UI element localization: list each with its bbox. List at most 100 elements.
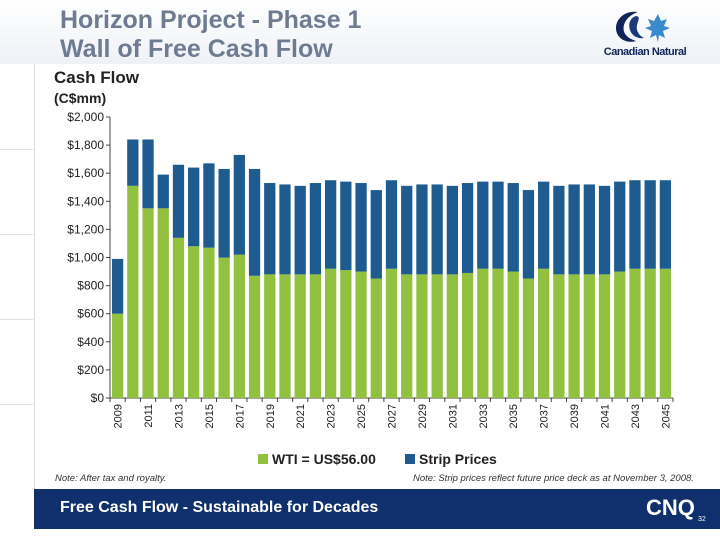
bar-wti-2038 [553, 274, 565, 398]
x-tick-label-2017: 2017 [234, 404, 246, 428]
company-logo: Canadian Natural [586, 8, 704, 60]
bar-strip-2021 [294, 185, 306, 275]
x-tick-label-2037: 2037 [539, 404, 551, 428]
x-tick-label-2023: 2023 [326, 404, 338, 428]
y-tick-label: $2,000 [67, 110, 104, 124]
y-tick-label: $1,200 [67, 222, 104, 236]
x-tick-label-2013: 2013 [173, 404, 185, 428]
x-tick-label-2045: 2045 [660, 404, 672, 428]
y-tick-label: $1,600 [67, 166, 104, 180]
bottom-strip [0, 529, 720, 540]
bar-strip-2025 [355, 183, 367, 272]
bar-strip-2032 [461, 183, 474, 273]
bar-wti-2014 [188, 246, 200, 398]
x-tick-label-2043: 2043 [630, 404, 642, 428]
bar-strip-2023 [325, 180, 337, 269]
bar-wti-2031 [446, 274, 458, 398]
bar-strip-2027 [385, 180, 398, 269]
bar-wti-2028 [401, 274, 413, 398]
bar-wti-2041 [598, 274, 611, 398]
bar-wti-2023 [325, 268, 337, 398]
bar-wti-2012 [157, 208, 169, 398]
bar-wti-2035 [507, 271, 519, 398]
bar-strip-2011 [142, 139, 154, 209]
bar-strip-2024 [340, 181, 352, 271]
bar-wti-2036 [522, 278, 535, 398]
bar-wti-2025 [355, 271, 367, 398]
bar-wti-2018 [248, 275, 261, 398]
bar-strip-2015 [203, 163, 215, 248]
slide-title-line1: Horizon Project - Phase 1 [60, 6, 362, 34]
bar-strip-2036 [522, 190, 535, 279]
bar-wti-2009 [111, 313, 124, 398]
bar-strip-2012 [157, 174, 169, 209]
sidebar-block [0, 234, 33, 320]
note-strip-prices: Note: Strip prices reflect future price … [413, 473, 694, 484]
chart-title: Cash Flow [54, 68, 140, 87]
maple-leaf-logo-icon [616, 11, 670, 42]
y-tick-label: $1,000 [67, 251, 104, 265]
bar-strip-2014 [188, 167, 200, 247]
sidebar-block [0, 64, 33, 150]
bar-wti-2037 [538, 268, 550, 398]
bar-wti-2027 [385, 268, 398, 398]
bar-wti-2024 [340, 270, 352, 398]
bar-wti-2043 [629, 268, 641, 398]
x-tick-label-2021: 2021 [295, 404, 307, 428]
bar-strip-2043 [629, 180, 641, 269]
bar-strip-2020 [279, 184, 291, 275]
sidebar-block [0, 149, 33, 235]
page-number: 32 [698, 516, 706, 523]
bar-wti-2039 [568, 274, 580, 398]
bar-strip-2034 [492, 181, 504, 269]
x-tick-label-2019: 2019 [265, 404, 277, 428]
y-tick-label: $1,400 [67, 194, 104, 208]
cash-flow-chart: $0 $200 $400 $600 $800 $1,000 $1,200 $1,400 $1,6… [67, 110, 674, 428]
bar-strip-2038 [553, 185, 565, 275]
bar-strip-2017 [233, 154, 245, 255]
bar-strip-2037 [538, 181, 550, 269]
y-tick-label: $1,800 [67, 138, 104, 152]
bar-wti-2044 [644, 268, 656, 398]
y-tick-label: $200 [77, 363, 104, 377]
x-tick-label-2025: 2025 [356, 404, 368, 428]
bar-strip-2040 [583, 184, 595, 275]
y-tick-label: $400 [77, 335, 104, 349]
bar-wti-2021 [294, 274, 306, 398]
sidebar-block [0, 319, 33, 405]
bar-wti-2022 [309, 274, 322, 398]
bar-strip-2031 [446, 185, 458, 275]
y-tick-label: $0 [91, 391, 105, 405]
bar-wti-2045 [659, 268, 672, 398]
bar-wti-2026 [370, 278, 382, 398]
slide-title-line2: Wall of Free Cash Flow [60, 35, 333, 63]
bar-wti-2030 [431, 274, 443, 398]
bar-strip-2016 [218, 168, 230, 258]
x-tick-label-2041: 2041 [600, 404, 612, 428]
legend-swatch-strip [405, 454, 415, 464]
bar-wti-2034 [492, 268, 504, 398]
bar-strip-2033 [477, 181, 489, 269]
footer-brand: CNQ [646, 495, 695, 520]
x-tick-label-2031: 2031 [447, 404, 459, 428]
bar-strip-2045 [659, 180, 672, 269]
bar-wti-2040 [583, 274, 595, 398]
logo-text: Canadian Natural [603, 46, 687, 58]
bar-strip-2013 [172, 164, 185, 238]
header: Horizon Project - Phase 1 Wall of Free C… [0, 0, 720, 64]
bar-strip-2019 [264, 183, 276, 275]
footer-tagline: Free Cash Flow - Sustainable for Decades [60, 499, 379, 516]
bar-wti-2015 [203, 247, 215, 398]
bar-strip-2041 [598, 185, 611, 275]
y-tick-label: $800 [77, 279, 104, 293]
x-tick-label-2029: 2029 [417, 404, 429, 428]
x-tick-label-2033: 2033 [478, 404, 490, 428]
bar-strip-2018 [248, 168, 261, 276]
left-sidebar [0, 64, 35, 489]
bar-wti-2013 [172, 237, 185, 398]
bar-strip-2029 [416, 184, 428, 275]
bar-wti-2011 [142, 208, 154, 398]
x-tick-label-2027: 2027 [387, 404, 399, 428]
bar-wti-2020 [279, 274, 291, 398]
